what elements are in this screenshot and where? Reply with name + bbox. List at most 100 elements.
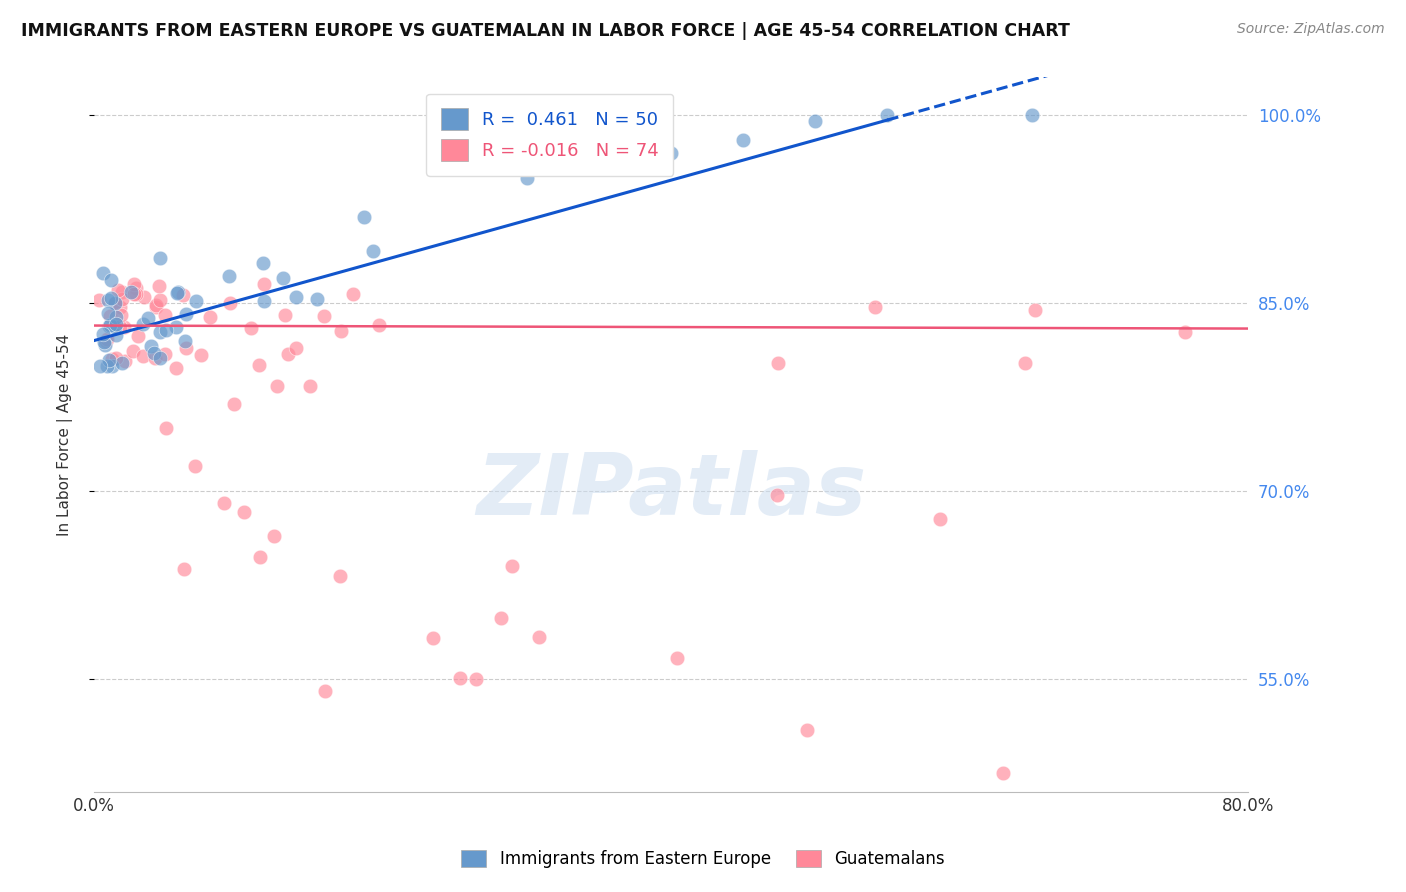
Point <box>766 488 789 502</box>
Point <box>105 317 128 331</box>
Point <box>111 292 134 306</box>
Point <box>111 356 134 370</box>
Point <box>796 723 818 737</box>
Point <box>104 296 127 310</box>
Point <box>132 349 155 363</box>
Point <box>143 351 166 366</box>
Point <box>101 359 124 373</box>
Point <box>127 329 149 343</box>
Point <box>125 287 148 301</box>
Point <box>876 108 898 122</box>
Point <box>361 244 384 258</box>
Point <box>186 294 208 309</box>
Point <box>132 290 155 304</box>
Point <box>100 273 122 287</box>
Point <box>252 256 274 270</box>
Text: Source: ZipAtlas.com: Source: ZipAtlas.com <box>1237 22 1385 37</box>
Point <box>96 332 118 346</box>
Point <box>298 379 321 393</box>
Point <box>353 210 375 224</box>
Point <box>501 558 523 573</box>
Point <box>131 317 153 331</box>
Point <box>218 268 240 283</box>
Point <box>172 287 194 301</box>
Point <box>253 294 276 309</box>
Point <box>489 610 512 624</box>
Point <box>165 361 187 376</box>
Point <box>527 631 550 645</box>
Point <box>314 310 336 324</box>
Point <box>94 338 117 352</box>
Point <box>104 351 127 366</box>
Point <box>263 529 285 543</box>
Point <box>219 295 242 310</box>
Text: ZIPatlas: ZIPatlas <box>475 450 866 533</box>
Legend: R =  0.461   N = 50, R = -0.016   N = 74: R = 0.461 N = 50, R = -0.016 N = 74 <box>426 94 673 176</box>
Point <box>97 319 120 334</box>
Point <box>149 351 172 366</box>
Point <box>108 320 131 334</box>
Point <box>166 286 188 301</box>
Point <box>588 158 610 172</box>
Point <box>174 334 197 348</box>
Point <box>240 321 263 335</box>
Point <box>149 252 172 266</box>
Point <box>266 379 288 393</box>
Point <box>110 308 132 322</box>
Point <box>666 651 689 665</box>
Point <box>174 307 197 321</box>
Point <box>98 318 121 332</box>
Point <box>464 672 486 686</box>
Point <box>105 310 128 324</box>
Text: IMMIGRANTS FROM EASTERN EUROPE VS GUATEMALAN IN LABOR FORCE | AGE 45-54 CORRELAT: IMMIGRANTS FROM EASTERN EUROPE VS GUATEM… <box>21 22 1070 40</box>
Point <box>155 421 177 435</box>
Point <box>224 397 246 411</box>
Point <box>166 285 188 299</box>
Point <box>368 318 391 332</box>
Point <box>98 309 121 323</box>
Point <box>249 549 271 564</box>
Point <box>97 293 120 308</box>
Point <box>145 297 167 311</box>
Point <box>111 285 134 299</box>
Point <box>863 300 886 314</box>
Point <box>1014 356 1036 370</box>
Point <box>87 293 110 307</box>
Point <box>184 458 207 473</box>
Point <box>104 319 127 334</box>
Point <box>136 311 159 326</box>
Point <box>212 496 235 510</box>
Point <box>125 281 148 295</box>
Point <box>91 267 114 281</box>
Point <box>1024 302 1046 317</box>
Point <box>122 277 145 292</box>
Point <box>143 346 166 360</box>
Point <box>929 512 952 526</box>
Point <box>329 569 352 583</box>
Point <box>314 684 336 698</box>
Point <box>89 359 111 373</box>
Point <box>107 283 129 297</box>
Point <box>516 170 538 185</box>
Point <box>173 562 195 576</box>
Point <box>273 308 295 322</box>
Point <box>122 286 145 301</box>
Point <box>148 278 170 293</box>
Point <box>149 325 172 339</box>
Point <box>94 334 117 348</box>
Point <box>247 358 270 372</box>
Point <box>277 346 299 360</box>
Point <box>165 319 187 334</box>
Point <box>285 341 308 355</box>
Point <box>108 301 131 315</box>
Point <box>96 359 118 373</box>
Point <box>1174 326 1197 340</box>
Point <box>733 133 755 147</box>
Point <box>122 344 145 359</box>
Point <box>271 271 294 285</box>
Point <box>145 301 167 315</box>
Point <box>659 145 682 160</box>
Point <box>422 632 444 646</box>
Point <box>98 352 121 367</box>
Point <box>768 356 790 370</box>
